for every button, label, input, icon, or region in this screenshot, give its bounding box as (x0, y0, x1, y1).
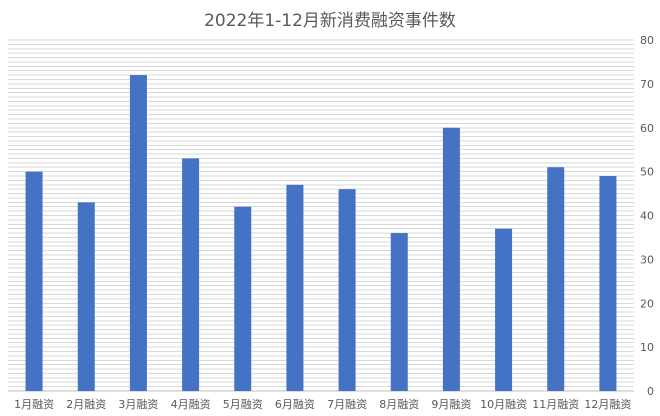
x-tick-label: 11月融资 (532, 398, 579, 411)
bar (77, 202, 95, 391)
x-tick-label: 2月融资 (66, 398, 106, 411)
bar (599, 176, 617, 391)
x-tick-label: 7月融资 (327, 398, 367, 411)
x-tick-label: 1月融资 (14, 398, 54, 411)
bar (338, 189, 356, 391)
x-tick-label: 6月融资 (275, 398, 315, 411)
bar (234, 206, 252, 391)
y-tick-label: 0 (647, 385, 654, 398)
x-tick-label: 4月融资 (171, 398, 211, 411)
x-tick-label: 12月融资 (584, 398, 631, 411)
y-tick-label: 60 (640, 122, 654, 135)
bar (390, 233, 408, 391)
y-tick-label: 50 (640, 166, 654, 179)
bar (129, 75, 147, 391)
bar (442, 127, 460, 391)
y-tick-label: 10 (640, 341, 654, 354)
bar (495, 228, 513, 391)
bar (547, 167, 565, 391)
bar (25, 171, 43, 391)
y-tick-label: 70 (640, 78, 654, 91)
x-tick-label: 3月融资 (118, 398, 158, 411)
bar (182, 158, 200, 391)
chart-title: 2022年1-12月新消费融资事件数 (204, 11, 456, 31)
y-tick-label: 40 (640, 210, 654, 223)
x-tick-label: 8月融资 (379, 398, 419, 411)
y-tick-label: 30 (640, 253, 654, 266)
x-tick-label: 5月融资 (223, 398, 263, 411)
y-tick-label: 20 (640, 297, 654, 310)
bar (286, 184, 304, 391)
x-tick-label: 9月融资 (431, 398, 471, 411)
y-tick-label: 80 (640, 34, 654, 47)
x-tick-label: 10月融资 (480, 398, 527, 411)
